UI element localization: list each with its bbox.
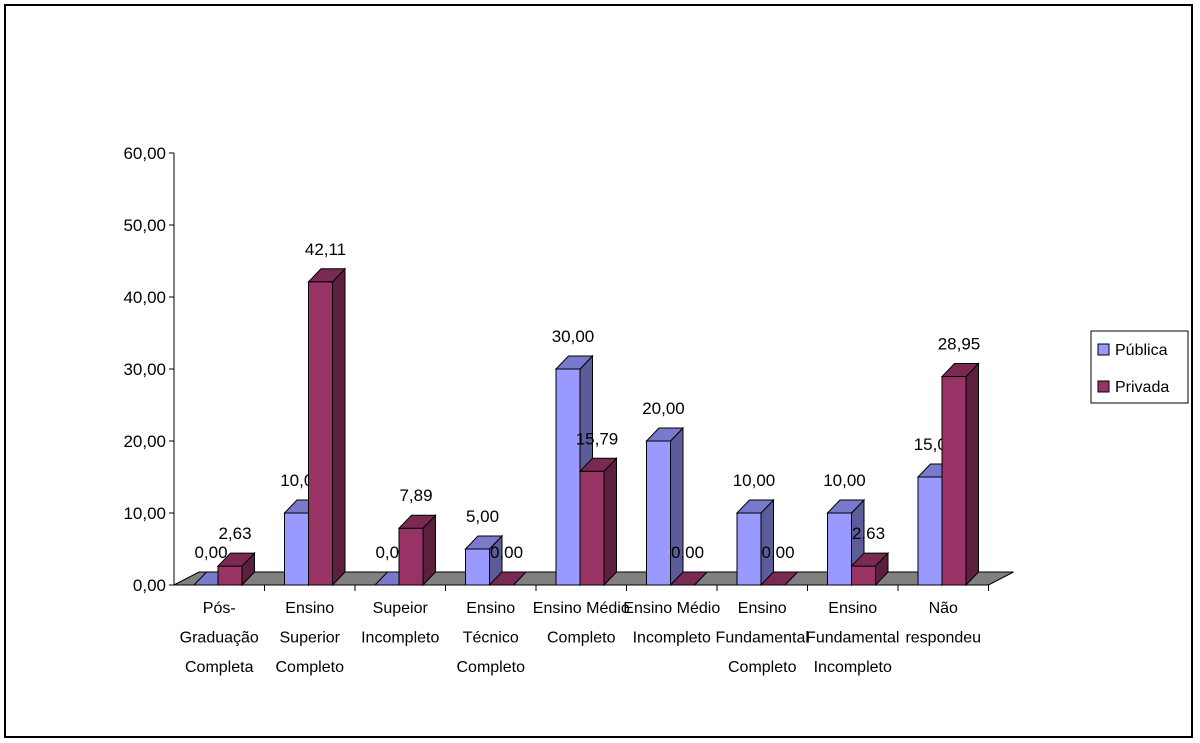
- bar-front: [465, 548, 490, 586]
- y-tick-label: 10,00: [123, 504, 166, 523]
- bar-front: [646, 440, 671, 586]
- bar-top: [735, 499, 775, 514]
- legend-swatch: [1097, 343, 1110, 356]
- data-label: 42,11: [305, 240, 346, 259]
- category-label: Ensino Médio: [623, 600, 720, 617]
- y-tick-label: 40,00: [123, 288, 166, 307]
- data-label: 30,00: [552, 327, 595, 346]
- bar-front: [555, 368, 581, 586]
- bar-front: [827, 512, 852, 586]
- data-label: 0,00: [490, 543, 523, 562]
- bar-front: [284, 512, 309, 586]
- bar-front: [308, 281, 333, 586]
- category-label: Fundamental: [806, 630, 899, 647]
- bar-top: [940, 363, 980, 378]
- bar-front: [579, 470, 605, 586]
- category-label: Incompleto: [361, 630, 439, 647]
- bar-front: [941, 376, 967, 586]
- legend-label: Privada: [1115, 379, 1169, 396]
- data-label: 0,00: [194, 543, 227, 562]
- data-label: 0,00: [761, 543, 794, 562]
- category-label: Não: [929, 600, 958, 617]
- data-label: 7,89: [399, 486, 432, 505]
- category-label: Supeior: [373, 600, 429, 617]
- category-label: Completa: [185, 659, 254, 676]
- data-label: 2,63: [852, 524, 885, 543]
- data-label: 5,00: [466, 507, 499, 526]
- bar-top: [850, 552, 890, 567]
- y-tick-label: 20,00: [123, 432, 166, 451]
- bar-top: [759, 571, 799, 586]
- bar-top: [554, 355, 594, 370]
- legend-swatch: [1097, 380, 1110, 393]
- category-label: Ensino: [466, 600, 515, 617]
- bar-front: [917, 476, 943, 586]
- bar-top: [464, 535, 504, 550]
- data-label: 28,95: [938, 335, 981, 354]
- chart-frame: 0,00 10,00 20,00 30,00 40,00 50,00 60,00 Pós- Gr…: [4, 4, 1193, 738]
- bar-top: [307, 268, 347, 283]
- category-label: Ensino: [285, 600, 334, 617]
- data-label: 0,00: [671, 543, 704, 562]
- category-label: Incompleto: [814, 659, 892, 676]
- data-label: 10,00: [823, 471, 866, 490]
- category-label: Ensino: [828, 600, 877, 617]
- bar-top: [669, 571, 709, 586]
- legend-label: Pública: [1115, 342, 1168, 359]
- bar-side: [332, 267, 346, 587]
- bar-chart: 0,00 10,00 20,00 30,00 40,00 50,00 60,00 Pós- Gr…: [123, 144, 1189, 676]
- bar-top: [488, 571, 528, 586]
- bar-side: [965, 362, 979, 587]
- category-label: Técnico: [463, 630, 519, 647]
- category-label: Fundamental: [716, 630, 809, 647]
- y-tick-label: 60,00: [123, 144, 166, 163]
- data-label: 15,79: [576, 429, 619, 448]
- category-label: Ensino Médio: [533, 600, 630, 617]
- category-label: Completo: [547, 630, 616, 647]
- category-label: Completo: [457, 659, 526, 676]
- bar-top: [645, 427, 685, 442]
- bar-side: [603, 457, 617, 587]
- y-tick-label: 30,00: [123, 360, 166, 379]
- category-label: Graduação: [180, 630, 259, 647]
- category-label: Completo: [728, 659, 797, 676]
- category-label: Superior: [280, 630, 341, 647]
- category-label: Pós-: [203, 600, 236, 617]
- bar-top: [216, 552, 256, 567]
- data-label: 10,00: [733, 471, 776, 490]
- bar-top: [826, 499, 866, 514]
- bar-top: [578, 457, 618, 472]
- bar-front: [736, 512, 762, 586]
- data-label: 2,63: [218, 524, 251, 543]
- bar-top: [397, 514, 437, 529]
- data-label: 20,00: [642, 399, 685, 418]
- bar-front: [217, 565, 243, 586]
- category-label: Completo: [276, 659, 345, 676]
- category-label: Ensino: [738, 600, 787, 617]
- category-label: respondeu: [905, 630, 981, 647]
- category-label: Incompleto: [633, 630, 711, 647]
- bar-front: [398, 527, 424, 586]
- y-tick-label: 0,00: [133, 576, 166, 595]
- y-tick-label: 50,00: [123, 216, 166, 235]
- bar-front: [851, 565, 876, 586]
